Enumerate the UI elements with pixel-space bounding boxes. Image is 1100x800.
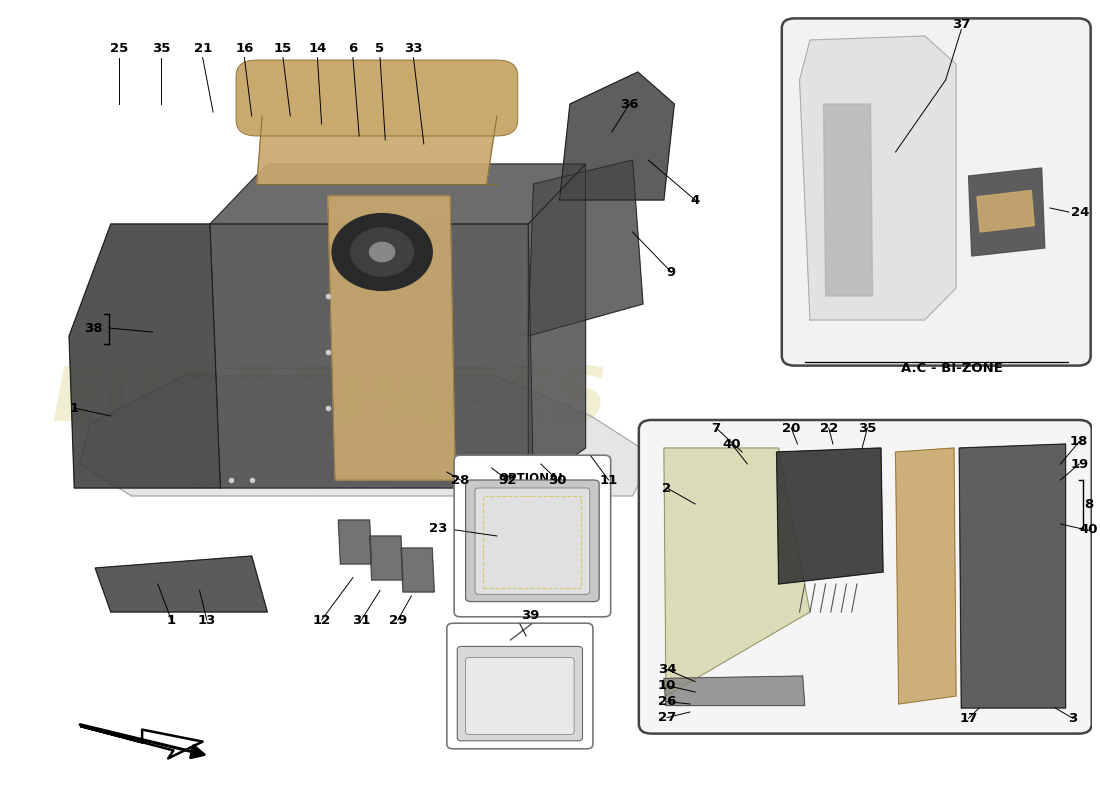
Text: 9: 9: [667, 266, 675, 278]
FancyBboxPatch shape: [782, 18, 1091, 366]
Polygon shape: [895, 448, 956, 704]
Text: 5: 5: [375, 42, 385, 54]
Text: 10: 10: [658, 679, 676, 692]
Polygon shape: [400, 548, 434, 592]
Text: 31: 31: [352, 614, 371, 626]
Text: 28: 28: [451, 474, 470, 486]
Text: 26: 26: [658, 695, 676, 708]
FancyBboxPatch shape: [236, 60, 518, 136]
Polygon shape: [664, 676, 805, 706]
Text: 24: 24: [1071, 206, 1089, 218]
Text: 23: 23: [429, 522, 448, 535]
FancyBboxPatch shape: [475, 488, 590, 594]
Text: A.C - BI-ZONE: A.C - BI-ZONE: [901, 362, 1003, 375]
FancyBboxPatch shape: [465, 480, 600, 602]
Text: 34: 34: [658, 663, 676, 676]
Text: 3: 3: [1068, 712, 1078, 725]
Text: 38: 38: [84, 322, 102, 334]
Text: 37: 37: [953, 18, 970, 30]
Text: OPTIONAL: OPTIONAL: [498, 472, 566, 485]
FancyBboxPatch shape: [454, 455, 610, 617]
Text: 36: 36: [620, 98, 639, 110]
Text: 20: 20: [782, 422, 801, 434]
Polygon shape: [824, 104, 872, 296]
Circle shape: [332, 214, 432, 290]
Text: 4: 4: [691, 194, 700, 206]
Text: 30: 30: [548, 474, 566, 486]
Text: 11: 11: [600, 474, 618, 486]
Text: 35: 35: [152, 42, 170, 54]
Bar: [483, 496, 582, 588]
Text: 6: 6: [349, 42, 358, 54]
Text: 1985: 1985: [888, 198, 993, 250]
FancyBboxPatch shape: [447, 623, 593, 749]
Text: 12: 12: [312, 614, 331, 626]
Polygon shape: [81, 726, 202, 758]
Text: 13: 13: [198, 614, 216, 626]
Text: 1: 1: [69, 402, 79, 414]
Polygon shape: [257, 116, 497, 184]
Text: 15: 15: [274, 42, 293, 54]
Polygon shape: [370, 536, 403, 580]
Text: a passion for parts since 1985: a passion for parts since 1985: [194, 471, 466, 489]
Text: 27: 27: [658, 711, 676, 724]
Text: 33: 33: [404, 42, 422, 54]
Polygon shape: [96, 556, 267, 612]
Polygon shape: [528, 160, 644, 336]
Text: a passion for parts since 1985: a passion for parts since 1985: [773, 613, 961, 651]
Text: 7: 7: [712, 422, 720, 434]
Polygon shape: [328, 196, 455, 480]
Text: 18: 18: [1070, 435, 1088, 448]
Polygon shape: [69, 224, 220, 488]
Circle shape: [351, 228, 414, 276]
Text: EUROSPARES: EUROSPARES: [52, 363, 608, 437]
Text: 22: 22: [820, 422, 838, 434]
Polygon shape: [800, 36, 956, 320]
Polygon shape: [977, 190, 1034, 232]
Text: EUROSPARES: EUROSPARES: [742, 550, 992, 618]
Text: 32: 32: [498, 474, 517, 486]
Text: 14: 14: [308, 42, 327, 54]
Polygon shape: [560, 72, 674, 200]
Polygon shape: [210, 224, 534, 488]
FancyBboxPatch shape: [465, 658, 574, 734]
Text: 16: 16: [235, 42, 254, 54]
Text: 40: 40: [723, 438, 741, 450]
Text: 17: 17: [959, 712, 978, 725]
Text: 35: 35: [858, 422, 877, 434]
Polygon shape: [210, 164, 585, 224]
Text: 25: 25: [110, 42, 129, 54]
Polygon shape: [528, 164, 585, 488]
Polygon shape: [777, 448, 883, 584]
Text: 21: 21: [194, 42, 212, 54]
Text: 2: 2: [662, 482, 672, 494]
Polygon shape: [959, 444, 1066, 708]
Polygon shape: [664, 448, 810, 696]
FancyBboxPatch shape: [639, 420, 1091, 734]
Text: 1: 1: [167, 614, 176, 626]
Text: 19: 19: [1070, 458, 1088, 470]
Circle shape: [370, 242, 395, 262]
Polygon shape: [339, 520, 372, 564]
Text: 8: 8: [1085, 498, 1093, 510]
Text: 39: 39: [521, 609, 539, 622]
Polygon shape: [79, 376, 653, 496]
Text: 29: 29: [388, 614, 407, 626]
FancyBboxPatch shape: [458, 646, 583, 741]
Text: 40: 40: [1079, 523, 1098, 536]
Polygon shape: [969, 168, 1045, 256]
